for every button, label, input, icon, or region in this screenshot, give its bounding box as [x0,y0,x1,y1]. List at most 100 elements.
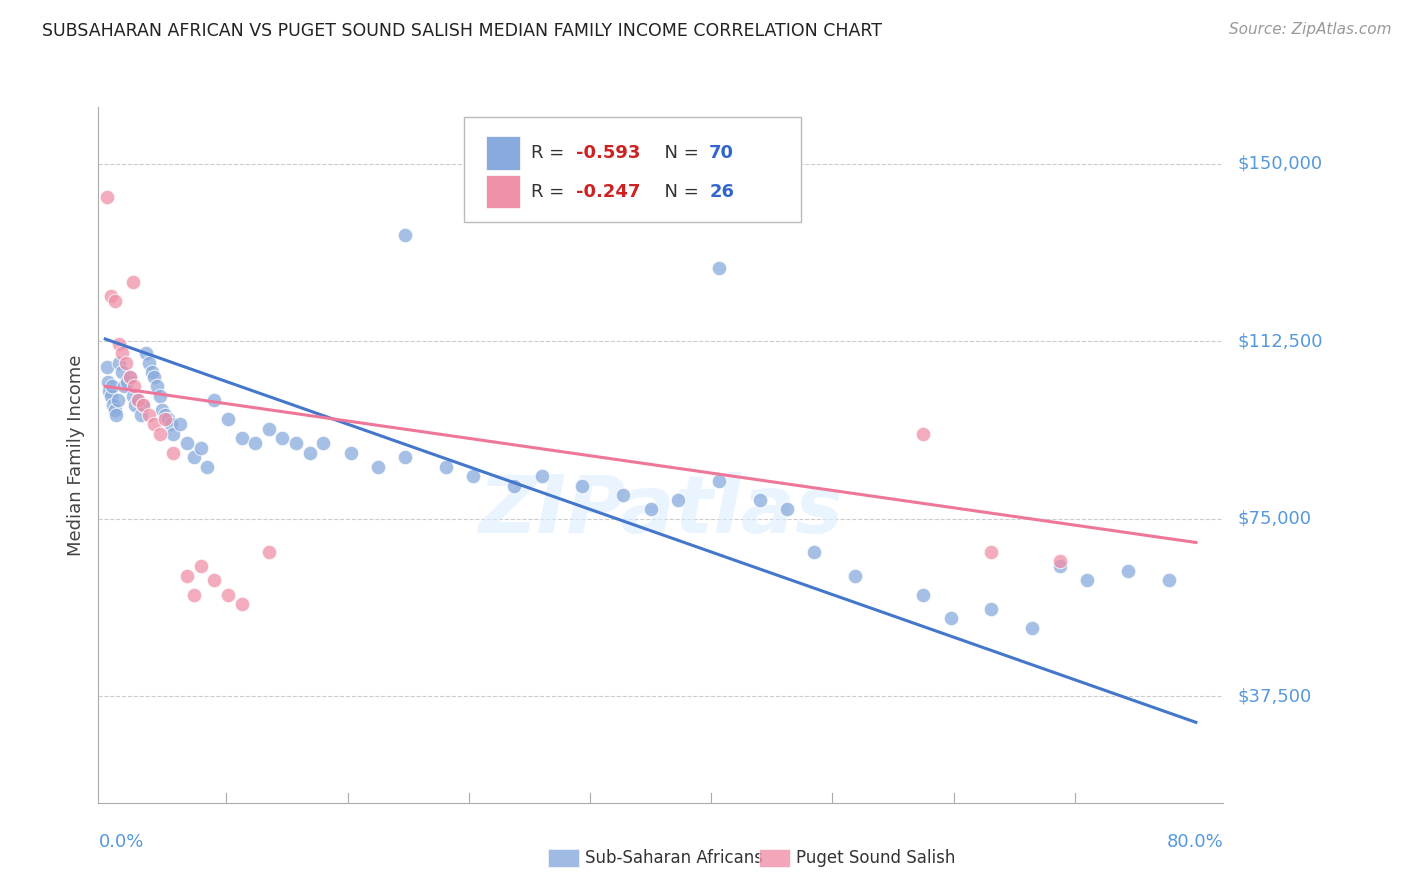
Text: 26: 26 [709,183,734,201]
Point [197,459,219,474]
Text: SUBSAHARAN AFRICAN VS PUGET SOUND SALISH MEDIAN FAMILY INCOME CORRELATION CHART: SUBSAHARAN AFRICAN VS PUGET SOUND SALISH… [42,22,882,40]
Point [257,422,280,436]
Point [980,545,1002,559]
Point [434,459,457,474]
Point [155,408,177,422]
Y-axis label: Median Family Income: Median Family Income [66,354,84,556]
Point [939,611,962,625]
Point [98,384,121,398]
Point [912,588,935,602]
Text: 0.0%: 0.0% [98,833,143,851]
Point [980,601,1002,615]
Point [1049,554,1071,568]
Point [298,445,321,459]
Point [202,393,225,408]
Point [122,379,145,393]
Point [149,426,172,441]
Text: $75,000: $75,000 [1237,510,1312,528]
Point [707,260,730,275]
Point [118,369,141,384]
FancyBboxPatch shape [486,175,520,208]
Point [176,568,198,582]
Text: -0.593: -0.593 [576,144,641,162]
Point [141,365,163,379]
Point [394,450,416,465]
Point [162,426,184,441]
Point [104,294,127,309]
Point [748,492,770,507]
Text: R =: R = [531,144,571,162]
Point [156,412,179,426]
Point [394,227,416,242]
Text: ZIPatlas: ZIPatlas [478,472,844,549]
Point [1076,574,1098,588]
Point [776,502,799,516]
Point [217,412,239,426]
Point [100,389,122,403]
Point [367,459,389,474]
Text: 80.0%: 80.0% [1167,833,1223,851]
Point [105,408,128,422]
Point [231,431,253,445]
Point [803,545,825,559]
Point [530,469,553,483]
Point [190,441,212,455]
Point [138,408,160,422]
Point [571,478,593,492]
Point [1021,621,1043,635]
Point [124,398,146,412]
Point [183,450,205,465]
FancyBboxPatch shape [464,118,801,222]
Point [104,403,127,417]
Point [152,403,174,417]
Text: $37,500: $37,500 [1237,688,1312,706]
FancyBboxPatch shape [486,136,520,169]
Point [271,431,294,445]
Point [245,436,267,450]
Point [110,365,132,379]
Point [100,289,122,303]
Point [312,436,335,450]
Point [108,356,131,370]
Point [146,379,169,393]
Point [103,398,125,412]
Point [135,346,157,360]
Point [159,417,181,432]
Point [114,356,136,370]
Point [155,412,177,426]
Point [707,474,730,488]
Point [640,502,662,516]
Point [129,408,152,422]
Text: N =: N = [652,144,704,162]
Point [112,379,135,393]
Point [127,393,149,408]
Point [143,369,166,384]
Point [231,597,253,611]
Point [96,360,118,375]
Point [1116,564,1139,578]
Point [132,398,155,412]
Point [183,588,205,602]
Point [217,588,239,602]
Point [1157,574,1180,588]
Point [97,375,120,389]
Text: N =: N = [652,183,704,201]
Point [503,478,526,492]
Text: $112,500: $112,500 [1237,333,1323,351]
Point [190,559,212,574]
Text: 70: 70 [709,144,734,162]
Point [107,393,129,408]
Point [121,275,143,289]
Point [1049,559,1071,574]
Point [118,369,141,384]
Text: $150,000: $150,000 [1237,155,1322,173]
Point [666,492,689,507]
Point [912,426,935,441]
Text: Puget Sound Salish: Puget Sound Salish [796,849,955,867]
Point [176,436,198,450]
Point [339,445,361,459]
Point [463,469,485,483]
Text: R =: R = [531,183,571,201]
Point [132,398,155,412]
Point [844,568,866,582]
